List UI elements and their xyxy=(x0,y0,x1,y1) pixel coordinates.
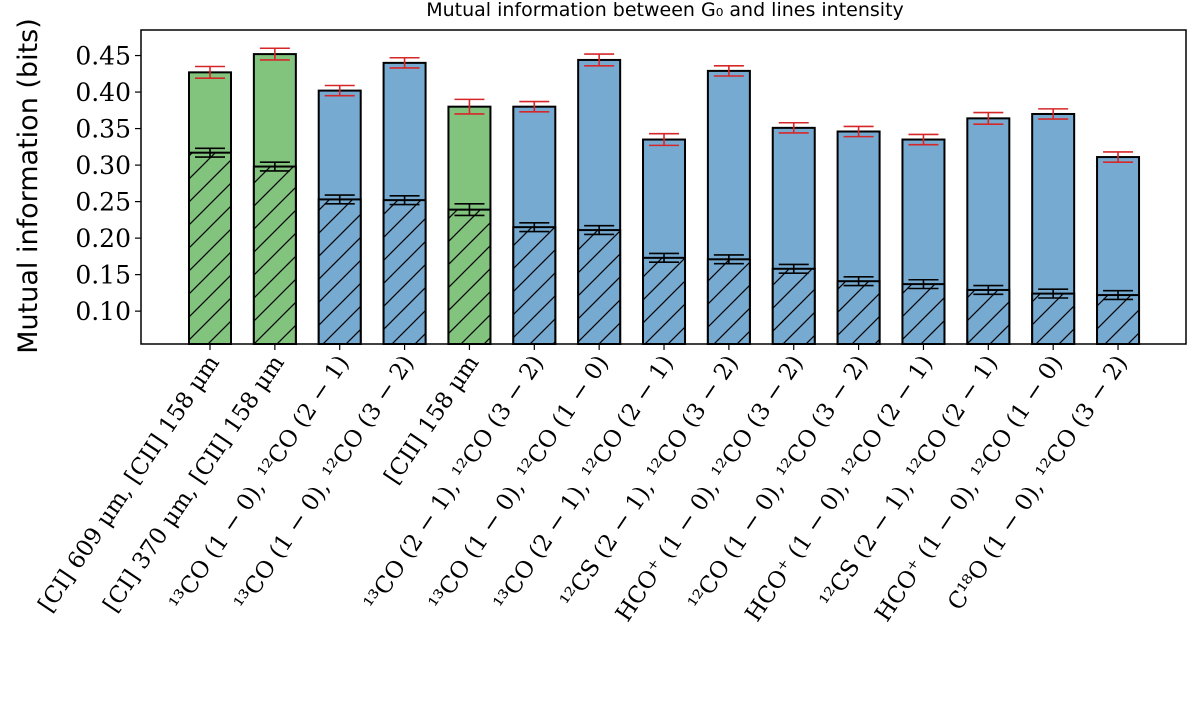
y-tick-label-1: 0.15 xyxy=(75,261,131,290)
errorbar-hatched-1 xyxy=(259,161,290,172)
bar-hatched-9 xyxy=(771,267,816,345)
bar-hatched-1 xyxy=(252,165,297,345)
y-tick-label-3: 0.25 xyxy=(75,188,131,217)
errorbar-total-9 xyxy=(778,121,809,134)
errorbar-hatched-3 xyxy=(389,194,420,206)
errorbar-hatched-12 xyxy=(973,284,1004,296)
y-tick-label-7: 0.45 xyxy=(75,42,131,71)
bar-hatched-4 xyxy=(447,208,492,345)
bar-hatched-12 xyxy=(966,288,1011,346)
errorbar-hatched-9 xyxy=(778,263,809,274)
y-tick-label-0: 0.10 xyxy=(75,297,131,326)
errorbar-total-11 xyxy=(908,133,939,146)
y-axis: 0.10 0.15 0.20 0.25 0.30 0.35 0.40 0.45 xyxy=(75,42,141,326)
x-axis: [CI] 609 μm, [CII] 158 μm[CI] 370 μm, [C… xyxy=(34,344,1133,627)
errorbar-hatched-0 xyxy=(195,147,225,158)
y-tick-label-6: 0.40 xyxy=(75,78,131,107)
bars xyxy=(188,53,1141,346)
errorbar-total-0 xyxy=(195,65,225,79)
chart-title: Mutual information between G₀ and lines … xyxy=(426,0,904,21)
bar-hatched-5 xyxy=(512,226,557,346)
bar-hatched-10 xyxy=(836,280,881,346)
errorbar-total-6 xyxy=(584,53,615,67)
errorbar-hatched-2 xyxy=(324,194,355,205)
errorbar-hatched-11 xyxy=(908,278,939,290)
bar-hatched-13 xyxy=(1031,292,1076,345)
bar-hatched-11 xyxy=(901,283,946,346)
errorbar-hatched-7 xyxy=(649,252,680,264)
errorbar-hatched-6 xyxy=(584,224,615,236)
y-tick-label-5: 0.35 xyxy=(75,115,131,144)
errorbar-total-3 xyxy=(389,56,420,69)
errorbar-hatched-13 xyxy=(1038,288,1069,299)
errorbar-total-7 xyxy=(649,132,680,147)
bar-hatched-2 xyxy=(317,198,362,345)
errorbar-total-8 xyxy=(713,64,744,77)
errorbar-total-5 xyxy=(519,100,550,113)
bar-hatched-7 xyxy=(642,256,687,345)
error-bars xyxy=(195,47,1134,301)
y-tick-label-4: 0.30 xyxy=(75,151,131,180)
errorbar-hatched-4 xyxy=(454,202,485,217)
errorbar-total-14 xyxy=(1103,151,1134,163)
y-tick-label-2: 0.20 xyxy=(75,224,131,253)
errorbar-total-1 xyxy=(259,47,290,61)
bar-hatched-0 xyxy=(188,151,232,345)
bar-hatched-3 xyxy=(382,199,427,345)
plot-frame xyxy=(140,29,1187,345)
y-axis-label: Mutual information (bits) xyxy=(13,18,44,354)
errorbar-total-10 xyxy=(843,125,874,138)
errorbar-hatched-5 xyxy=(519,221,550,233)
bar-hatched-6 xyxy=(577,229,622,346)
errorbar-total-4 xyxy=(454,98,485,115)
bar-hatched-8 xyxy=(706,258,751,346)
errorbar-total-12 xyxy=(973,111,1004,125)
errorbar-total-2 xyxy=(324,84,355,97)
errorbar-hatched-8 xyxy=(713,254,744,265)
errorbar-total-13 xyxy=(1038,108,1069,120)
bar-hatched-14 xyxy=(1096,294,1141,346)
errorbar-hatched-14 xyxy=(1103,289,1134,301)
errorbar-hatched-10 xyxy=(843,276,874,287)
